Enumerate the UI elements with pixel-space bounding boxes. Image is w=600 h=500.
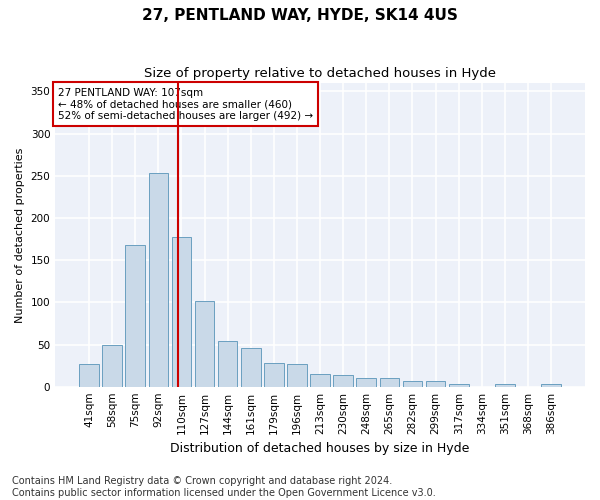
Bar <box>403 381 422 386</box>
Bar <box>125 245 145 386</box>
Bar <box>495 384 515 386</box>
Text: 27 PENTLAND WAY: 107sqm
← 48% of detached houses are smaller (460)
52% of semi-d: 27 PENTLAND WAY: 107sqm ← 48% of detache… <box>58 88 313 121</box>
Bar <box>149 174 168 386</box>
Bar <box>426 381 445 386</box>
Bar <box>195 300 214 386</box>
Bar <box>380 378 399 386</box>
Bar <box>356 378 376 386</box>
Bar <box>264 363 284 386</box>
Bar <box>79 364 99 386</box>
Bar <box>241 348 260 387</box>
Text: 27, PENTLAND WAY, HYDE, SK14 4US: 27, PENTLAND WAY, HYDE, SK14 4US <box>142 8 458 22</box>
Bar <box>541 384 561 386</box>
X-axis label: Distribution of detached houses by size in Hyde: Distribution of detached houses by size … <box>170 442 470 455</box>
Bar <box>172 238 191 386</box>
Bar <box>103 344 122 387</box>
Y-axis label: Number of detached properties: Number of detached properties <box>15 147 25 322</box>
Bar <box>334 375 353 386</box>
Title: Size of property relative to detached houses in Hyde: Size of property relative to detached ho… <box>144 68 496 80</box>
Bar <box>218 341 238 386</box>
Bar <box>287 364 307 386</box>
Text: Contains HM Land Registry data © Crown copyright and database right 2024.
Contai: Contains HM Land Registry data © Crown c… <box>12 476 436 498</box>
Bar <box>449 384 469 386</box>
Bar <box>310 374 330 386</box>
